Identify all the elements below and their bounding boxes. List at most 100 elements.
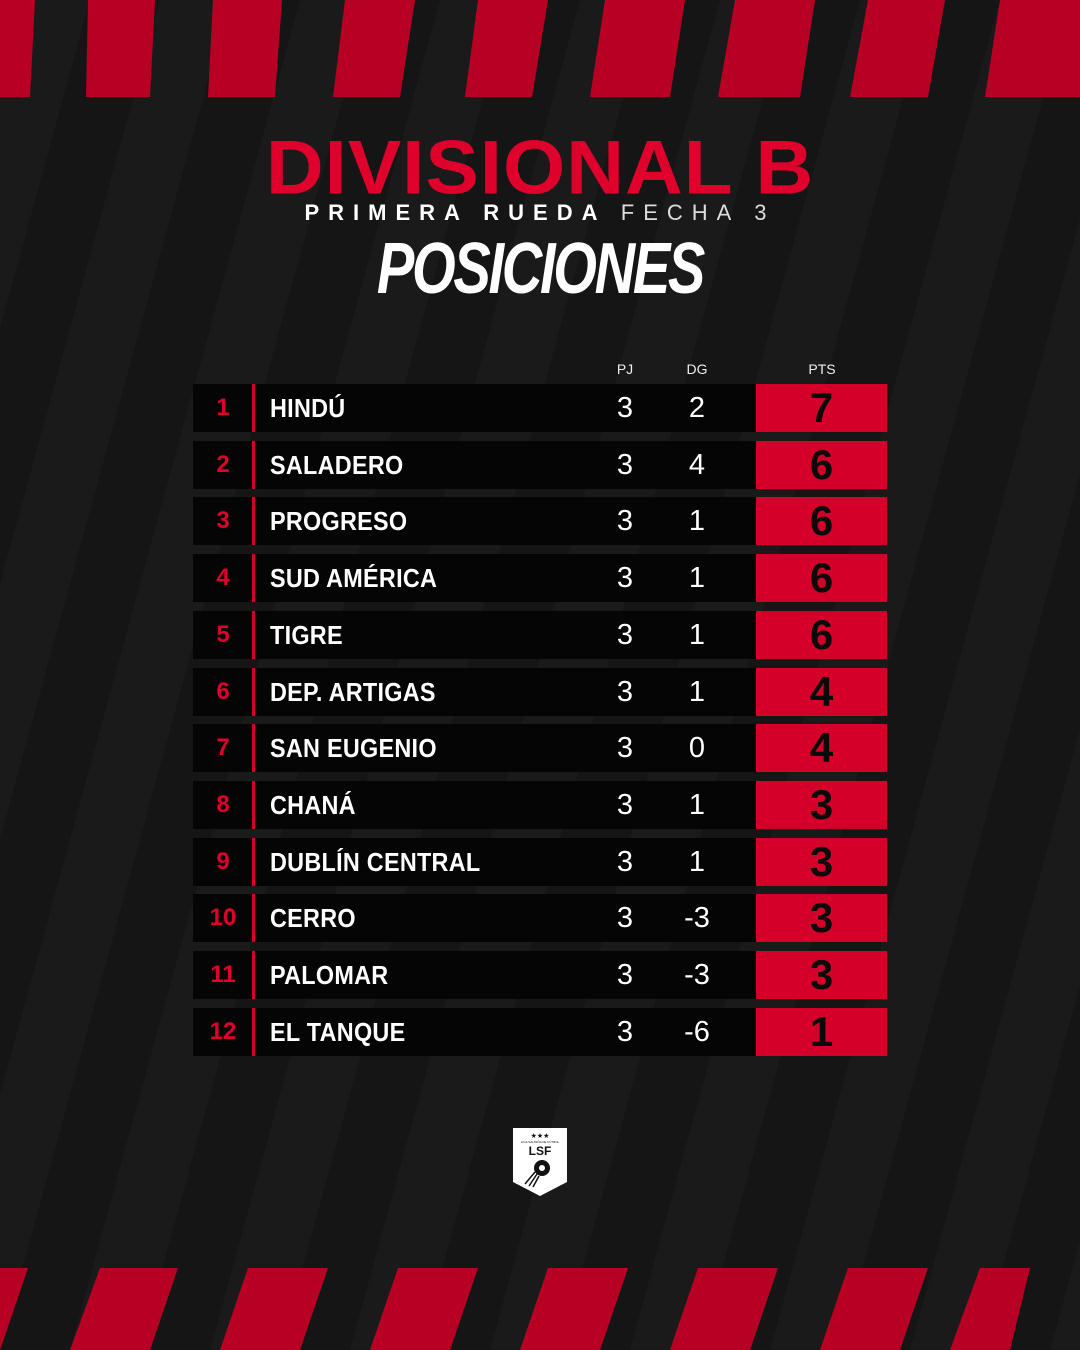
table-row: 7 SAN EUGENIO 3 0 4 [193,724,887,773]
divider [252,610,255,659]
bottom-stripe [670,1268,778,1350]
points: 1 [756,1007,887,1056]
table-row: 10 CERRO 3 -3 3 [193,894,887,943]
table-row: 9 DUBLÍN CENTRAL 3 1 3 [193,837,887,886]
team-name: PROGRESO [270,506,408,537]
played: 3 [616,562,634,595]
bottom-stripe [950,1268,1030,1350]
bg-diagonal [770,218,1080,1350]
rank: 12 [209,1017,237,1045]
bottom-stripe [520,1268,628,1350]
table-row: 6 DEP. ARTIGAS 3 1 4 [193,667,887,716]
header-dg: DG [686,361,708,377]
header-pj: PJ [616,361,634,377]
table-row: 3 PROGRESO 3 1 6 [193,497,887,546]
bg-diagonal [0,0,230,840]
goal-difference: 1 [688,505,706,538]
points: 6 [756,554,887,603]
goal-difference: 2 [688,392,706,424]
played: 3 [616,1015,634,1048]
rank: 6 [216,677,230,705]
played: 3 [616,618,634,651]
divider [252,724,255,773]
divider [252,837,255,886]
divider [252,554,255,603]
logo-text: LSF [529,1144,552,1158]
top-stripe [985,0,1080,97]
goal-difference: -3 [684,902,710,935]
goal-difference: -6 [684,1015,710,1048]
svg-text:★★★: ★★★ [531,1132,550,1140]
goal-difference: 0 [688,732,706,765]
divider [252,780,255,829]
logo-caption: LIGA SALTEÑA DE FÚTBOL [521,1139,560,1144]
top-stripe [590,0,685,97]
divider [252,384,255,432]
team-name: PALOMAR [270,960,389,990]
table-row: 12 EL TANQUE 3 -6 1 [193,1007,887,1056]
team-name: DEP. ARTIGAS [270,676,436,707]
divider [252,497,255,546]
table-row: 1 HINDÚ 3 2 7 [193,384,887,432]
team-name: DUBLÍN CENTRAL [270,846,481,877]
rank: 2 [216,450,230,478]
team-name: EL TANQUE [270,1016,406,1047]
team-name: SAN EUGENIO [270,733,437,764]
top-stripe [0,0,35,97]
heading: POSICIONES [376,229,705,309]
goal-difference: 1 [688,618,706,651]
bottom-stripe [70,1268,178,1350]
points: 7 [756,384,887,432]
divider [252,1007,255,1056]
goal-difference: -3 [684,959,710,991]
bottom-stripe [220,1268,328,1350]
bottom-stripe [370,1268,478,1350]
table-row: 11 PALOMAR 3 -3 3 [193,951,887,999]
rank: 10 [209,904,237,932]
title: DIVISIONAL B [265,125,815,210]
points: 3 [756,780,887,829]
rank: 5 [216,620,230,648]
subtitle: PRIMERA RUEDA FECHA 3 [0,200,1080,226]
top-stripe [465,0,548,97]
bg-diagonal [910,729,1080,1350]
rank: 3 [216,507,230,535]
table-row: 2 SALADERO 3 4 6 [193,440,887,489]
divider [252,894,255,943]
rank: 11 [210,961,236,988]
rank: 1 [216,394,230,421]
bg-diagonal [1050,1240,1080,1350]
team-name: HINDÚ [270,393,346,423]
header-pts: PTS [808,361,836,377]
played: 3 [616,675,634,708]
subtitle-date: FECHA 3 [620,200,776,225]
rank: 4 [216,564,230,592]
goal-difference: 4 [688,448,706,481]
top-stripe [86,0,155,97]
team-name: CHANÁ [270,789,356,820]
points: 4 [756,667,887,716]
lsf-shield-logo: ★★★ LIGA SALTEÑA DE FÚTBOL LSF [511,1126,569,1203]
table-row: 4 SUD AMÉRICA 3 1 6 [193,554,887,603]
points: 6 [756,440,887,489]
points: 4 [756,724,887,773]
subtitle-round: PRIMERA RUEDA [304,200,606,225]
rank: 7 [216,734,230,762]
played: 3 [616,902,634,935]
played: 3 [616,505,634,538]
bottom-stripe [820,1268,928,1350]
goal-difference: 1 [688,562,706,595]
top-stripe [718,0,815,97]
team-name: SUD AMÉRICA [270,563,438,594]
points: 6 [756,610,887,659]
goal-difference: 1 [688,788,706,821]
divider [252,951,255,999]
goal-difference: 1 [688,675,706,708]
top-stripe [208,0,282,97]
table-row: 8 CHANÁ 3 1 3 [193,780,887,829]
table-row: 5 TIGRE 3 1 6 [193,610,887,659]
bottom-stripe [0,1268,28,1350]
goal-difference: 1 [688,845,706,878]
divider [252,667,255,716]
points: 3 [756,837,887,886]
